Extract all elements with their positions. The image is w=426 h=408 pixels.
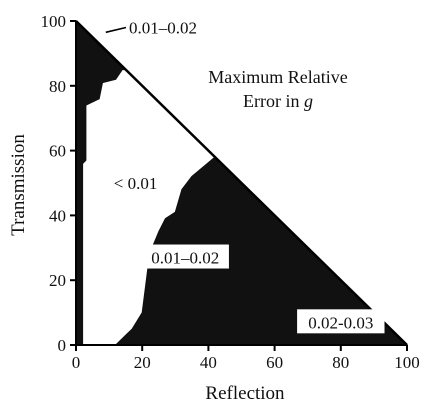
x-tick-label: 20 — [134, 353, 151, 372]
y-tick-label: 100 — [41, 12, 67, 31]
x-tick-label: 40 — [200, 353, 217, 372]
region-label-text: 0.01–0.02 — [151, 249, 219, 268]
x-axis-title: Reflection — [205, 383, 285, 404]
y-tick-label: 60 — [49, 142, 66, 161]
x-axis-ticks: 0 20 40 60 80 100 — [72, 345, 420, 372]
region-label-0: 0.01–0.02 — [129, 18, 197, 37]
region-label-3: 0.02-0.03 — [297, 309, 385, 334]
y-axis-ticks: 0 20 40 60 80 100 — [41, 12, 76, 355]
diagonal-boundary-line — [75, 20, 408, 346]
y-tick-label: 20 — [49, 271, 66, 290]
region-label-box — [141, 244, 229, 269]
region-labels: 0.01–0.02 < 0.01 0.01–0.02 0.02-0.03 — [114, 18, 385, 334]
annotation-line-1: Maximum Relative — [208, 67, 347, 87]
region-label-box — [297, 309, 385, 334]
x-tick-label: 0 — [72, 353, 81, 372]
region-label-text: 0.02-0.03 — [308, 313, 373, 332]
x-tick-label: 80 — [332, 353, 349, 372]
y-tick-label: 40 — [49, 206, 66, 225]
region-label-2: 0.01–0.02 — [141, 244, 229, 269]
region-label-text: 0.01–0.02 — [129, 18, 197, 37]
region-label-text: < 0.01 — [114, 174, 158, 193]
region-label-1: < 0.01 — [114, 174, 158, 193]
x-tick-label: 60 — [266, 353, 283, 372]
x-tick-label: 100 — [394, 353, 420, 372]
annotation-line-2: Error in g — [243, 91, 313, 111]
y-axis-title: Transmission — [8, 134, 29, 236]
y-tick-label: 0 — [58, 336, 67, 355]
y-tick-label: 80 — [49, 77, 66, 96]
region-label-leader-line — [105, 26, 127, 34]
